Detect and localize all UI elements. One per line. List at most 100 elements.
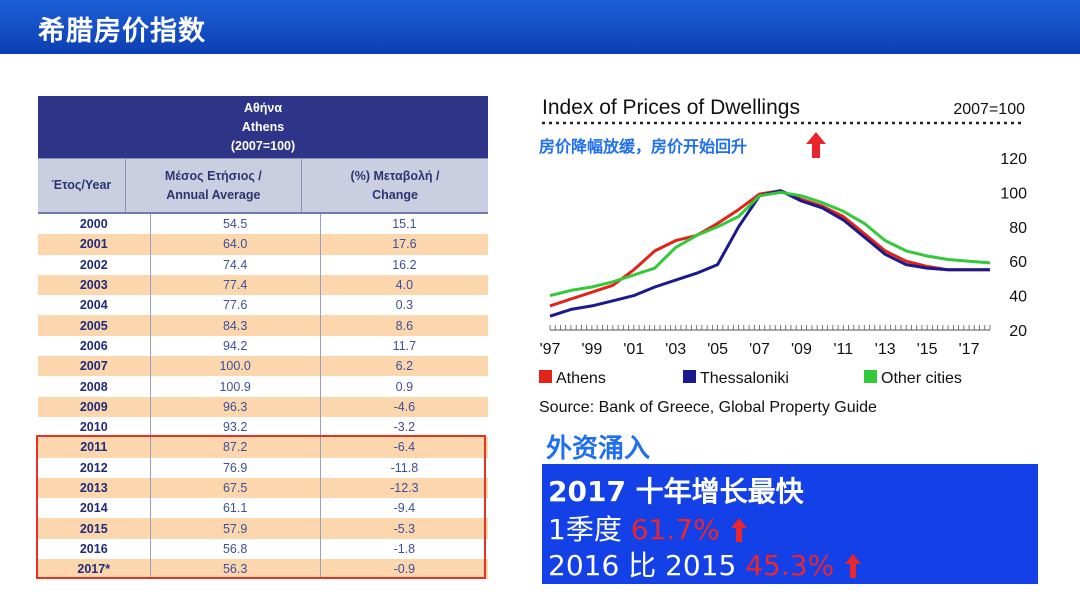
table-row: 2014 61.1 -9.4 xyxy=(38,498,488,519)
change-cell: -6.4 xyxy=(393,440,416,455)
plot-area: 20 40 60 80 100 120 '97 '99 '01 '03 '05 '07 '09 '11 '1… xyxy=(540,151,1028,358)
column-header-year: Έτος/Year xyxy=(38,159,126,212)
up-arrow-icon xyxy=(730,518,747,542)
year-cell: 2002 xyxy=(38,254,151,275)
average-cell: 84.3 xyxy=(151,315,321,336)
chart-source: Source: Bank of Greece, Global Property … xyxy=(539,399,877,416)
change-cell: 8.6 xyxy=(395,318,414,333)
table-body: 2000 54.5 15.1 2001 64.0 17.6 2002 74.4 16.2 2003… xyxy=(38,214,488,580)
table-title-english: Athens xyxy=(241,119,285,134)
change-cell: 0.9 xyxy=(395,379,414,394)
legend-label-thessaloniki: Thessaloniki xyxy=(700,370,789,387)
up-arrow-icon xyxy=(845,554,862,578)
year-cell: 2003 xyxy=(38,274,151,296)
table-row: 2007 100.0 6.2 xyxy=(38,356,488,377)
year-cell: 2013 xyxy=(38,477,151,499)
average-cell: 74.4 xyxy=(151,254,321,275)
chart-annotation: 房价降幅放缓，房价开始回升 xyxy=(539,137,747,156)
average-cell: 61.1 xyxy=(151,498,321,519)
year-cell: 2010 xyxy=(38,416,151,438)
annotation-up-arrow-icon xyxy=(806,132,826,158)
table-title-base: (2007=100) xyxy=(230,138,296,153)
chart-base-label: 2007=100 xyxy=(953,101,1025,118)
legend-swatch-thessaloniki xyxy=(683,370,696,383)
year-cell: 2000 xyxy=(38,214,151,235)
average-cell: 100.0 xyxy=(151,356,321,377)
year-cell: 2005 xyxy=(38,315,151,336)
average-cell: 57.9 xyxy=(151,518,321,539)
x-tick-label: '09 xyxy=(791,341,812,358)
year-cell: 2008 xyxy=(38,376,151,397)
change-cell: -5.3 xyxy=(393,521,416,536)
y-tick-label: 80 xyxy=(1009,220,1027,237)
y-tick-label: 60 xyxy=(1009,254,1027,271)
x-tick-label: '97 xyxy=(540,341,561,358)
year-cell: 2017* xyxy=(38,559,151,580)
table-row: 2013 67.5 -12.3 xyxy=(38,477,488,499)
average-cell: 77.4 xyxy=(151,274,321,296)
table-column-headers: Έτος/Year Μέσος Ετήσιος / Annual Average… xyxy=(38,158,488,214)
table-row: 2011 87.2 -6.4 xyxy=(38,437,488,458)
series-line-athens xyxy=(549,189,990,308)
average-cell: 56.3 xyxy=(151,559,321,580)
year-cell: 2006 xyxy=(38,335,151,357)
column-header-average: Μέσος Ετήσιος / Annual Average xyxy=(126,159,303,212)
average-cell: 56.8 xyxy=(151,538,321,560)
year-cell: 2009 xyxy=(38,396,151,417)
year-cell: 2014 xyxy=(38,498,151,519)
x-tick-label: '03 xyxy=(665,341,686,358)
fdi-info-box: 2017 十年增长最快 1季度 61.7% 2016 比 2015 45.3% xyxy=(542,464,1038,584)
highlight-box-2011-2017 xyxy=(36,435,486,579)
x-tick-label: '07 xyxy=(749,341,770,358)
average-cell: 93.2 xyxy=(151,416,321,438)
athens-price-table: Αθήνα Athens (2007=100) Έτος/Year Μέσος … xyxy=(38,96,488,580)
x-tick-label: '17 xyxy=(959,341,980,358)
change-cell: -0.9 xyxy=(393,562,416,577)
average-cell: 64.0 xyxy=(151,234,321,255)
fdi-q1-line: 1季度 61.7% xyxy=(548,508,747,548)
legend-swatch-other-cities xyxy=(864,370,877,383)
y-tick-label: 20 xyxy=(1009,323,1027,340)
table-row: 2015 57.9 -5.3 xyxy=(38,518,488,539)
series-line-thessaloniki xyxy=(549,189,990,318)
table-row: 2004 77.6 0.3 xyxy=(38,295,488,316)
y-tick-label: 120 xyxy=(1000,151,1027,168)
average-cell: 94.2 xyxy=(151,335,321,357)
average-cell: 54.5 xyxy=(151,214,321,235)
change-cell: -3.2 xyxy=(393,420,416,435)
year-cell: 2011 xyxy=(38,437,151,458)
table-row: 2002 74.4 16.2 xyxy=(38,254,488,275)
change-cell: 16.2 xyxy=(392,257,417,272)
legend-label-athens: Athens xyxy=(556,370,606,387)
table-title: Αθήνα Athens (2007=100) xyxy=(38,96,488,158)
average-cell: 96.3 xyxy=(151,396,321,417)
x-tick-label: '05 xyxy=(707,341,728,358)
average-cell: 100.9 xyxy=(151,376,321,397)
average-cell: 67.5 xyxy=(151,477,321,499)
year-cell: 2016 xyxy=(38,538,151,560)
average-cell: 76.9 xyxy=(151,457,321,478)
x-tick-label: '13 xyxy=(875,341,896,358)
table-row: 2009 96.3 -4.6 xyxy=(38,396,488,417)
year-cell: 2001 xyxy=(38,234,151,255)
change-cell: -4.6 xyxy=(393,399,416,414)
table-row: 2003 77.4 4.0 xyxy=(38,274,488,296)
legend: Athens Thessaloniki Other cities xyxy=(539,370,962,387)
x-tick-label: '15 xyxy=(917,341,938,358)
x-tick-label: '11 xyxy=(833,341,853,358)
table-title-greek: Αθήνα xyxy=(243,100,283,115)
table-row: 2017* 56.3 -0.9 xyxy=(38,559,488,580)
change-cell: 15.1 xyxy=(392,217,417,232)
fdi-yoy-value: 45.3% xyxy=(745,549,835,582)
page-title: 希腊房价指数 xyxy=(38,16,206,47)
change-cell: -1.8 xyxy=(393,541,416,556)
fdi-headline: 2017 十年增长最快 xyxy=(548,475,804,508)
change-cell: -11.8 xyxy=(390,460,419,475)
chart-title: Index of Prices of Dwellings xyxy=(542,96,800,119)
table-row: 2005 84.3 8.6 xyxy=(38,315,488,336)
year-cell: 2012 xyxy=(38,457,151,478)
change-cell: 17.6 xyxy=(392,237,417,252)
change-cell: 4.0 xyxy=(395,278,414,293)
fdi-title: 外资涌入 xyxy=(546,434,651,464)
x-tick-label: '01 xyxy=(623,341,644,358)
